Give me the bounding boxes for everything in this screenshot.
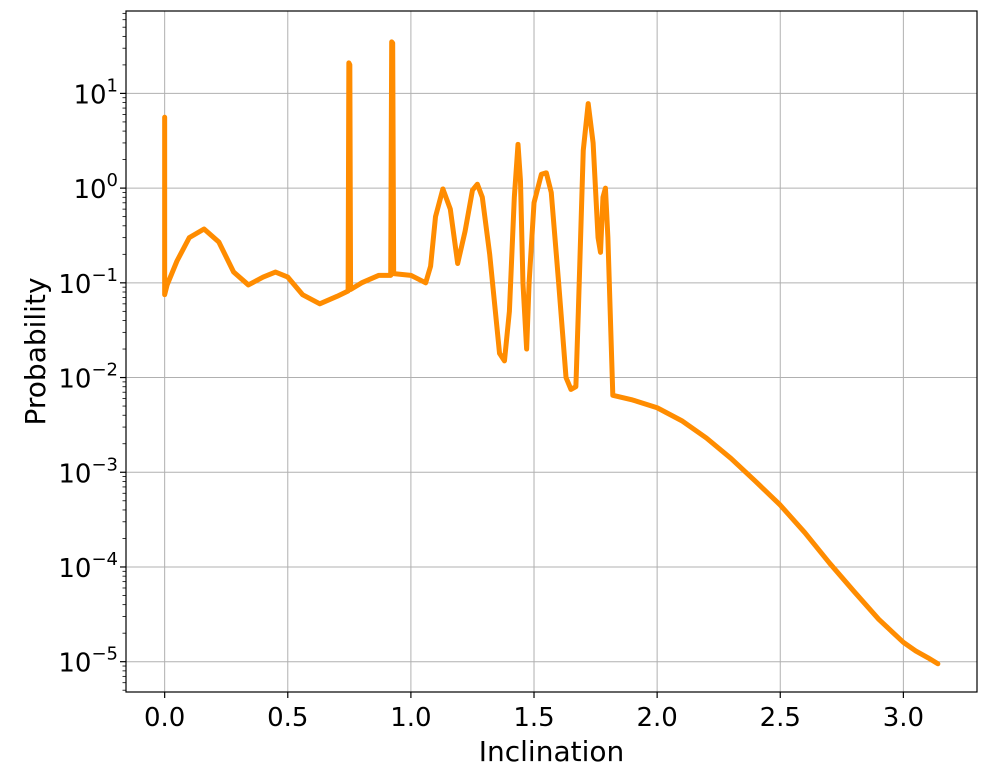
x-tick-label-1: 0.5 [267,703,308,733]
x-tick-label-0: 0.0 [144,703,185,733]
x-tick-label-2: 1.0 [390,703,431,733]
x-tick-label-3: 1.5 [513,703,554,733]
y-tick-label-2: 10−1 [58,265,118,300]
series-line-0 [162,39,941,667]
series-layer [162,39,941,667]
x-axis-label: Inclination [479,735,625,768]
y-tick-labels: 101 100 10−1 10−2 10−3 10−4 10−5 [58,75,118,678]
y-axis-label: Probability [19,277,52,425]
major-ticks [120,92,904,698]
y-tick-label-4: 10−3 [58,454,118,489]
y-tick-label-3: 10−2 [58,360,118,395]
y-tick-label-0: 101 [73,75,118,110]
y-tick-label-6: 10−5 [58,644,118,679]
y-tick-label-5: 10−4 [58,549,118,584]
plot-frame [125,10,978,693]
x-tick-label-5: 2.5 [760,703,801,733]
x-tick-label-4: 2.0 [636,703,677,733]
x-tick-label-6: 3.0 [883,703,924,733]
y-tick-label-1: 100 [73,170,118,205]
x-tick-labels: 0.0 0.5 1.0 1.5 2.0 2.5 3.0 [144,703,924,733]
